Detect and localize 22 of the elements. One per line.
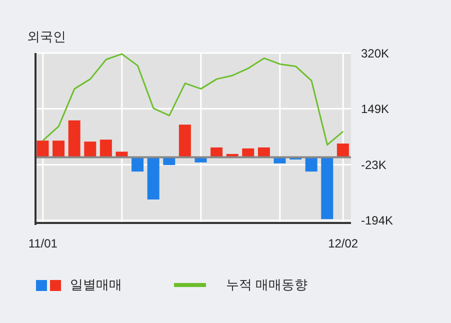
legend-label: 일별매매 (70, 276, 122, 294)
bar (132, 157, 144, 172)
y-tick-label: -23K (361, 158, 386, 172)
bar (36, 140, 49, 158)
x-tick-label: 11/01 (28, 236, 58, 251)
chart-title: 외국인 (27, 28, 66, 46)
bar (100, 140, 112, 158)
bar (305, 157, 318, 172)
bar (178, 124, 191, 158)
y-tick-label: 320K (361, 46, 390, 60)
bar (321, 157, 334, 220)
bar (68, 120, 80, 158)
x-tick-label: 12/02 (328, 236, 358, 251)
bar (336, 144, 349, 158)
line-series (42, 53, 344, 146)
legend-label: 누적 매매동향 (226, 276, 308, 294)
bar (52, 140, 65, 158)
bar (163, 157, 176, 166)
bar (147, 157, 160, 200)
bar (84, 142, 96, 158)
y-tick-label: -194K (361, 214, 394, 228)
y-tick-label: 149K (361, 102, 390, 116)
